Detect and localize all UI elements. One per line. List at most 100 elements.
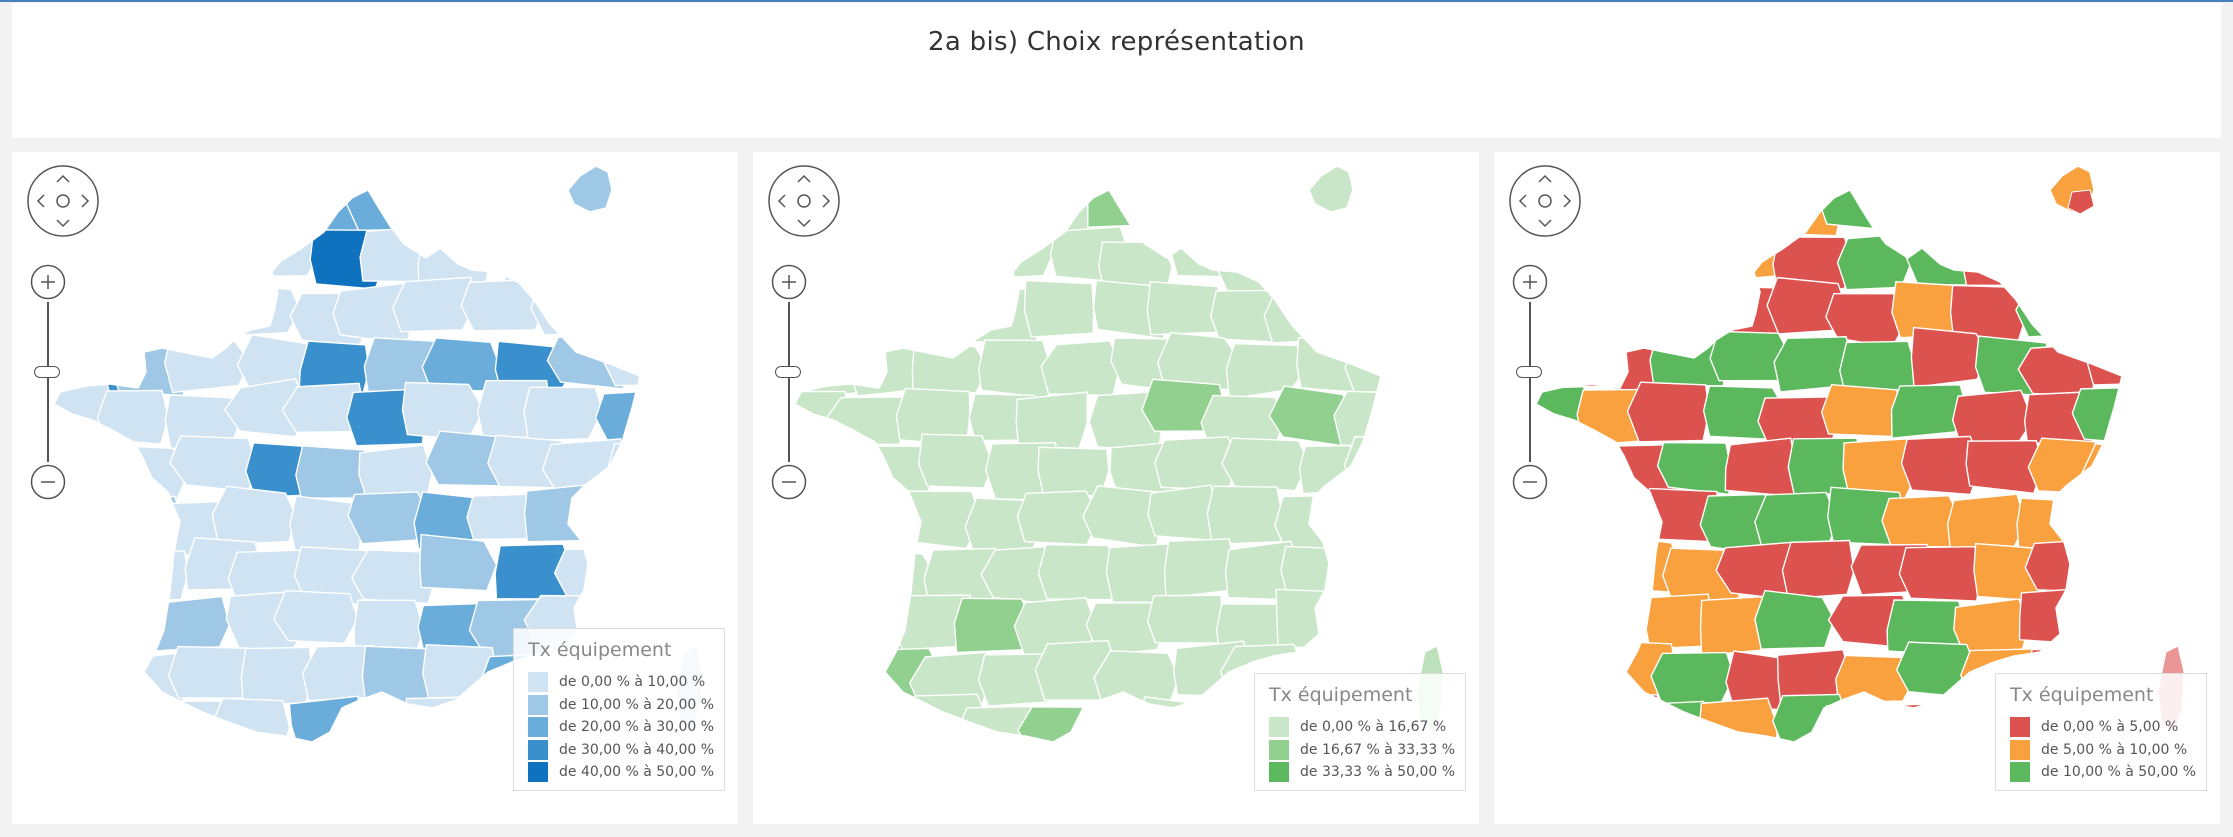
department-shape[interactable]	[1724, 437, 1797, 498]
department-shape[interactable]	[1215, 237, 1300, 296]
department-shape[interactable]	[217, 179, 292, 236]
department-shape[interactable]	[1206, 485, 1283, 546]
department-shape[interactable]	[1816, 703, 1901, 758]
department-shape[interactable]	[1576, 278, 1656, 335]
department-shape[interactable]	[391, 276, 474, 333]
department-shape[interactable]	[1298, 444, 1378, 495]
department-shape[interactable]	[612, 549, 691, 605]
department-shape[interactable]	[1163, 538, 1235, 599]
department-shape[interactable]	[106, 279, 179, 336]
department-shape[interactable]	[784, 544, 865, 604]
department-shape[interactable]	[594, 388, 678, 448]
department-shape[interactable]	[796, 440, 881, 491]
department-shape[interactable]	[30, 696, 114, 754]
department-shape[interactable]	[1640, 288, 1723, 348]
department-shape[interactable]	[1329, 586, 1402, 648]
department-shape[interactable]	[1170, 228, 1247, 278]
department-shape[interactable]	[523, 386, 604, 442]
department-shape[interactable]	[245, 222, 322, 278]
department-shape[interactable]	[1910, 326, 1991, 389]
department-shape[interactable]	[338, 705, 419, 764]
department-shape[interactable]	[2024, 538, 2104, 594]
department-shape[interactable]	[1781, 539, 1855, 600]
department-shape[interactable]	[209, 697, 291, 754]
department-shape[interactable]	[1334, 285, 1418, 341]
department-shape[interactable]	[1885, 184, 1964, 243]
department-shape[interactable]	[2085, 334, 2169, 386]
department-shape[interactable]	[1332, 487, 1415, 549]
department-shape[interactable]	[553, 548, 633, 600]
department-shape[interactable]	[1895, 701, 1972, 763]
zoom-slider-handle[interactable]	[1516, 366, 1542, 378]
department-shape[interactable]	[1263, 286, 1350, 344]
department-shape[interactable]	[47, 594, 123, 654]
department-shape[interactable]	[2086, 234, 2169, 295]
department-shape[interactable]	[979, 222, 1055, 280]
department-shape[interactable]	[2089, 539, 2170, 594]
department-shape[interactable]	[765, 602, 847, 662]
pan-control-icon[interactable]	[26, 164, 100, 238]
department-shape[interactable]	[1890, 384, 1969, 439]
department-shape[interactable]	[887, 283, 972, 345]
department-shape[interactable]	[2081, 594, 2160, 649]
department-shape[interactable]	[1015, 391, 1088, 450]
map-panel-traffic-light[interactable]: Tx équipement de 0,00 % à 5,00 % de 5,00…	[1494, 152, 2220, 824]
department-shape[interactable]	[766, 493, 846, 546]
zoom-slider-handle[interactable]	[775, 366, 801, 378]
department-shape[interactable]	[1626, 381, 1710, 443]
department-shape[interactable]	[345, 176, 423, 232]
department-shape[interactable]	[474, 171, 555, 226]
department-shape[interactable]	[602, 331, 682, 387]
department-shape[interactable]	[1588, 693, 1660, 749]
zoom-out-icon[interactable]	[30, 464, 66, 500]
zoom-in-icon[interactable]	[771, 264, 807, 300]
department-shape[interactable]	[1754, 589, 1835, 650]
department-shape[interactable]	[1351, 538, 1426, 592]
choropleth-map[interactable]	[12, 152, 738, 824]
department-shape[interactable]	[1656, 441, 1731, 496]
department-shape[interactable]	[1565, 592, 1648, 649]
department-shape[interactable]	[47, 542, 132, 597]
choropleth-map[interactable]	[753, 152, 1479, 824]
department-shape[interactable]	[1086, 703, 1169, 758]
department-shape[interactable]	[911, 339, 989, 397]
zoom-in-icon[interactable]	[30, 264, 66, 300]
department-shape[interactable]	[1521, 701, 1599, 758]
department-shape[interactable]	[523, 483, 598, 543]
zoom-slider-track[interactable]	[47, 302, 49, 462]
department-shape[interactable]	[1017, 706, 1101, 756]
department-shape[interactable]	[2015, 278, 2096, 338]
department-shape[interactable]	[273, 589, 359, 644]
zoom-slider-handle[interactable]	[34, 366, 60, 378]
department-shape[interactable]	[1514, 493, 1589, 540]
department-shape[interactable]	[358, 444, 433, 501]
department-shape[interactable]	[1343, 435, 1427, 491]
department-shape[interactable]	[771, 292, 857, 349]
map-panel-green[interactable]: Tx équipement de 0,00 % à 16,67 % de 16,…	[753, 152, 1479, 824]
department-shape[interactable]	[1900, 435, 1983, 496]
department-shape[interactable]	[771, 695, 843, 756]
department-shape[interactable]	[2031, 230, 2106, 289]
inset-region-shape[interactable]	[567, 165, 613, 213]
department-shape[interactable]	[1698, 697, 1780, 757]
department-shape[interactable]	[529, 276, 613, 337]
department-shape[interactable]	[1040, 340, 1121, 397]
zoom-slider-track[interactable]	[1529, 302, 1531, 462]
department-shape[interactable]	[101, 695, 176, 748]
department-shape[interactable]	[1650, 651, 1736, 706]
department-shape[interactable]	[1960, 227, 2037, 287]
department-shape[interactable]	[240, 646, 314, 708]
pan-control-icon[interactable]	[1508, 164, 1582, 238]
pan-control-icon[interactable]	[767, 164, 841, 238]
department-shape[interactable]	[831, 179, 916, 239]
department-shape[interactable]	[798, 640, 877, 697]
department-shape[interactable]	[180, 238, 255, 293]
department-shape[interactable]	[1965, 440, 2044, 495]
department-shape[interactable]	[211, 485, 297, 546]
department-shape[interactable]	[419, 533, 498, 592]
department-shape[interactable]	[830, 697, 909, 755]
zoom-in-icon[interactable]	[1512, 264, 1548, 300]
department-shape[interactable]	[162, 176, 235, 234]
department-shape[interactable]	[1333, 390, 1411, 447]
department-shape[interactable]	[105, 495, 183, 551]
